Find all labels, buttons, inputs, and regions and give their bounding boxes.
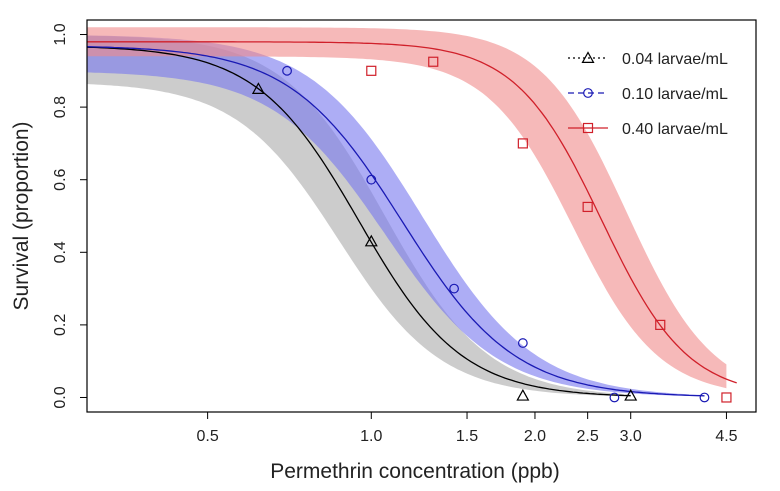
data-point-0-10-larvae-ml bbox=[449, 283, 459, 294]
x-tick-label: 1.5 bbox=[456, 428, 478, 445]
x-tick-label: 1.0 bbox=[360, 428, 382, 445]
y-axis: 0.0 0.2 0.4 0.6 0.8 1.0 bbox=[52, 23, 87, 409]
fitted-curves bbox=[86, 41, 737, 397]
fit-curve-0-04-larvae-ml bbox=[86, 46, 631, 397]
legend-label-0-40-larvae-ml: 0.40 larvae/mL bbox=[622, 121, 728, 138]
x-tick-label: 2.0 bbox=[524, 428, 546, 445]
y-tick-label: 0.2 bbox=[52, 314, 69, 336]
data-point-0-04-larvae-ml bbox=[364, 234, 378, 247]
data-point-0-10-larvae-ml bbox=[517, 338, 528, 348]
confidence-band-0-10-larvae-ml bbox=[87, 35, 705, 397]
data-point-0-40-larvae-ml bbox=[721, 392, 732, 403]
data-points bbox=[251, 56, 732, 403]
fit-curve-0-10-larvae-ml bbox=[86, 46, 705, 397]
data-point-0-10-larvae-ml bbox=[282, 65, 292, 76]
confidence-band-0-40-larvae-ml bbox=[87, 27, 727, 389]
data-point-0-40-larvae-ml bbox=[582, 201, 593, 213]
data-point-0-40-larvae-ml bbox=[366, 65, 377, 76]
data-point-0-04-larvae-ml bbox=[516, 388, 530, 401]
x-tick-label: 3.0 bbox=[620, 428, 642, 445]
data-point-0-04-larvae-ml bbox=[251, 82, 265, 94]
x-axis: 0.5 1.0 1.5 2.0 2.5 3.0 4.5 bbox=[196, 412, 738, 445]
data-point-0-10-larvae-ml bbox=[366, 174, 377, 185]
x-tick-label: 0.5 bbox=[196, 428, 218, 445]
data-point-0-40-larvae-ml bbox=[428, 56, 439, 67]
data-point-0-10-larvae-ml bbox=[609, 392, 620, 403]
y-tick-label: 0.8 bbox=[52, 96, 69, 118]
legend-marker-0-10-larvae-ml bbox=[583, 88, 593, 98]
plot-frame bbox=[86, 19, 757, 413]
legend-label-0-04-larvae-ml: 0.04 larvae/mL bbox=[622, 51, 728, 68]
y-tick-label: 0.0 bbox=[52, 386, 69, 408]
fit-curve-0-40-larvae-ml bbox=[87, 41, 737, 384]
confidence-bands bbox=[87, 27, 727, 397]
legend-marker-0-40-larvae-ml bbox=[582, 122, 594, 134]
y-tick-label: 0.6 bbox=[52, 168, 69, 190]
y-axis-title: Survival (proportion) bbox=[10, 121, 33, 310]
x-tick-label: 2.5 bbox=[577, 428, 599, 445]
legend: 0.04 larvae/mL 0.10 larvae/mL 0.40 larvae/… bbox=[568, 51, 728, 138]
x-axis-title: Permethrin concentration (ppb) bbox=[270, 460, 559, 483]
legend-label-0-10-larvae-ml: 0.10 larvae/mL bbox=[622, 86, 728, 103]
data-point-0-10-larvae-ml bbox=[699, 392, 710, 403]
legend-marker-0-04-larvae-ml bbox=[581, 51, 595, 64]
confidence-band-0-04-larvae-ml bbox=[87, 35, 631, 397]
data-point-0-40-larvae-ml bbox=[517, 138, 528, 149]
y-tick-label: 1.0 bbox=[52, 23, 69, 45]
data-point-0-04-larvae-ml bbox=[624, 388, 638, 401]
x-tick-label: 4.5 bbox=[715, 428, 737, 445]
data-point-0-40-larvae-ml bbox=[655, 319, 666, 330]
y-tick-label: 0.4 bbox=[52, 241, 69, 263]
